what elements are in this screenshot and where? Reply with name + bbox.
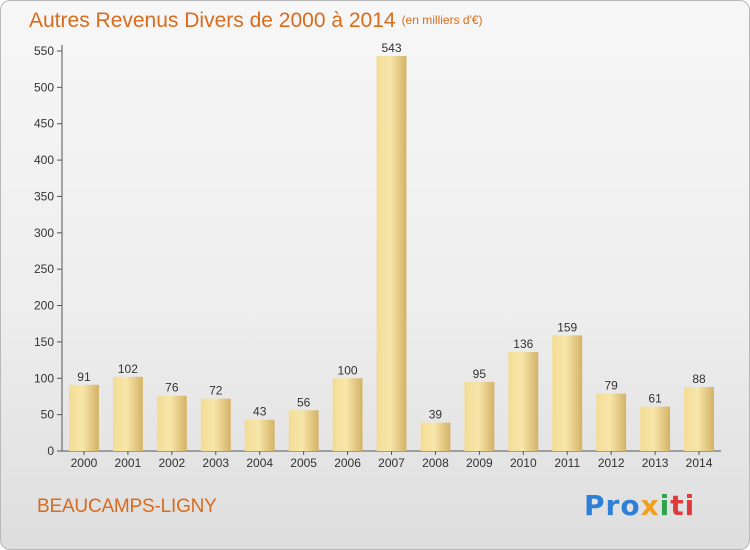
logo-part-2: x [640, 489, 660, 522]
logo-part-1: Pro [584, 489, 641, 522]
bar-value-label: 72 [209, 384, 223, 398]
bar-2014 [684, 387, 714, 451]
y-tick-label: 550 [34, 44, 54, 58]
x-tick-label: 2006 [334, 456, 361, 470]
bar-value-label: 43 [253, 405, 267, 419]
bar-2000 [69, 384, 99, 451]
bar-value-label: 543 [381, 41, 401, 55]
x-tick-label: 2013 [642, 456, 669, 470]
x-tick-label: 2007 [378, 456, 405, 470]
bar-2010 [508, 352, 539, 451]
logo-part-3: i [659, 489, 671, 522]
y-tick-label: 100 [34, 371, 54, 385]
bar-2007 [376, 56, 407, 451]
y-tick-label: 450 [34, 117, 54, 131]
chart-title: Autres Revenus Divers de 2000 à 2014 (en … [29, 9, 483, 33]
y-tick-label: 150 [34, 335, 54, 349]
y-tick-label: 400 [34, 153, 54, 167]
logo-part-4: ti [670, 489, 696, 522]
bar-value-label: 39 [429, 408, 443, 422]
x-tick-label: 2002 [158, 456, 185, 470]
x-tick-label: 2014 [686, 456, 713, 470]
bar-value-label: 136 [513, 337, 533, 351]
bar-2003 [200, 398, 231, 451]
y-tick-label: 250 [34, 262, 54, 276]
x-tick-label: 2011 [554, 456, 580, 470]
y-tick-label: 350 [34, 189, 54, 203]
bar-value-label: 88 [692, 372, 706, 386]
bar-2006 [332, 378, 363, 451]
chart-unit: (en milliers d'€) [401, 13, 483, 27]
bar-value-label: 61 [648, 392, 662, 406]
x-tick-label: 2001 [115, 456, 142, 470]
x-tick-label: 2008 [422, 456, 449, 470]
bar-2009 [464, 381, 495, 451]
y-tick-label: 50 [41, 408, 55, 422]
y-axis: 0 50 100 150 200 250 300 350 400 450 500 550 [34, 44, 63, 458]
y-tick-label: 200 [34, 299, 54, 313]
x-axis: 2000 2001 2002 2003 2004 2005 2006 2007 2008 2009… [62, 450, 721, 470]
bars: 91 102 76 72 43 56 100 543 39 95 136 159 79 61 88 [69, 41, 714, 451]
x-tick-label: 2012 [598, 456, 625, 470]
bar-2008 [420, 422, 451, 451]
bar-2002 [156, 395, 187, 451]
bar-2012 [596, 393, 627, 451]
city-name: BEAUCAMPS-LIGNY [37, 496, 217, 517]
bar-value-label: 95 [473, 367, 487, 381]
bar-2001 [112, 376, 143, 451]
bar-2011 [552, 335, 583, 451]
proxiti-logo[interactable]: Proxiti [584, 489, 695, 522]
y-tick-label: 300 [34, 226, 54, 240]
x-tick-label: 2010 [510, 456, 537, 470]
x-tick-label: 2003 [202, 456, 229, 470]
bar-value-label: 79 [604, 379, 618, 393]
x-tick-label: 2000 [71, 456, 98, 470]
bar-value-label: 159 [557, 320, 577, 334]
bar-value-label: 56 [297, 395, 311, 409]
bar-2013 [640, 406, 671, 451]
chart-title-text: Autres Revenus Divers de 2000 à 2014 [29, 9, 396, 32]
x-tick-label: 2004 [246, 456, 273, 470]
bar-value-label: 76 [165, 381, 179, 395]
bar-value-label: 91 [77, 370, 91, 384]
bar-value-label: 100 [338, 363, 358, 377]
bar-2005 [288, 410, 319, 451]
bar-2004 [244, 419, 275, 451]
y-tick-label: 0 [47, 444, 54, 458]
bar-value-label: 102 [118, 362, 138, 376]
x-tick-label: 2005 [290, 456, 317, 470]
y-tick-label: 500 [34, 80, 54, 94]
x-tick-label: 2009 [466, 456, 493, 470]
